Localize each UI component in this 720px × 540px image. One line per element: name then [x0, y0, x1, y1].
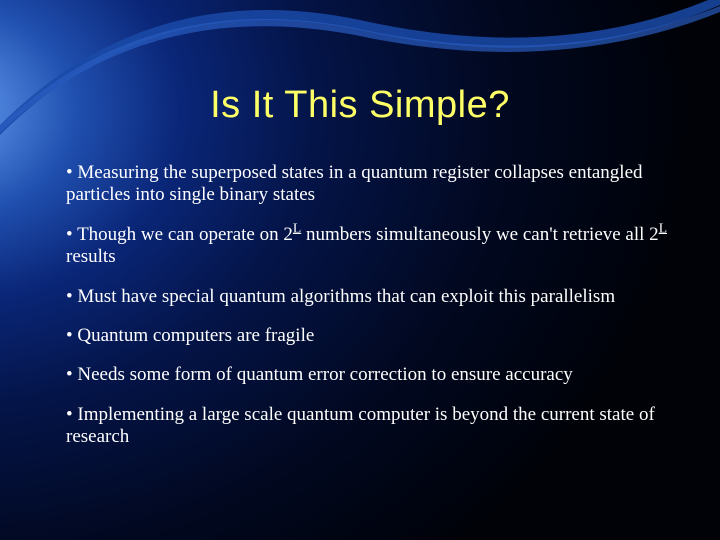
bullet-item: • Measuring the superposed states in a q…: [66, 162, 676, 207]
slide-title: Is It This Simple?: [0, 84, 720, 127]
bullet-item: • Though we can operate on 2L numbers si…: [66, 224, 676, 269]
bullet-item: • Needs some form of quantum error corre…: [66, 364, 676, 386]
slide-body: • Measuring the superposed states in a q…: [66, 162, 676, 449]
bullet-item: • Quantum computers are fragile: [66, 325, 676, 347]
bullet-item: • Must have special quantum algorithms t…: [66, 286, 676, 308]
bullet-item: • Implementing a large scale quantum com…: [66, 404, 676, 449]
